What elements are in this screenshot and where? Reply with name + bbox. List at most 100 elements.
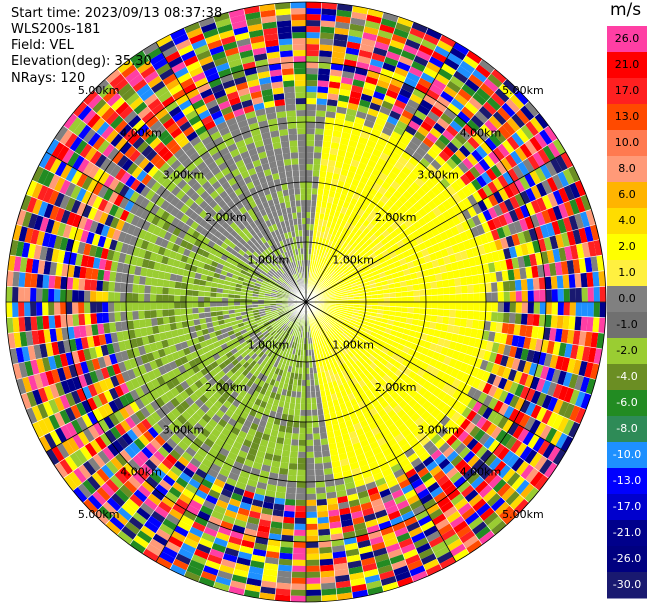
velocity-gate (108, 387, 119, 401)
velocity-gate (371, 148, 383, 158)
velocity-gate (534, 421, 547, 437)
velocity-gate (421, 269, 430, 278)
velocity-gate (222, 514, 236, 525)
velocity-gate (155, 386, 166, 397)
velocity-gate (328, 87, 340, 95)
velocity-gate (488, 351, 498, 364)
velocity-gate (534, 364, 544, 378)
velocity-gate (294, 367, 300, 374)
velocity-gate (146, 352, 155, 363)
velocity-gate (596, 332, 605, 349)
velocity-gate (324, 283, 331, 288)
velocity-gate (526, 313, 534, 326)
velocity-gate (186, 308, 193, 315)
velocity-gate (457, 502, 473, 516)
velocity-gate (277, 336, 284, 343)
velocity-gate (330, 355, 336, 363)
velocity-gate (273, 333, 280, 340)
velocity-gate (313, 310, 318, 316)
velocity-gate (84, 313, 92, 326)
velocity-gate (163, 323, 171, 332)
velocity-gate (347, 246, 355, 253)
velocity-gate (320, 287, 327, 293)
velocity-gate (502, 79, 519, 95)
velocity-gate (366, 455, 377, 465)
velocity-gate (455, 309, 462, 319)
velocity-gate (454, 342, 463, 353)
velocity-gate (388, 283, 395, 289)
velocity-gate (313, 146, 323, 153)
velocity-gate (114, 422, 127, 436)
velocity-gate (342, 299, 348, 302)
velocity-gate (418, 313, 426, 321)
velocity-gate (93, 381, 104, 395)
velocity-gate (322, 279, 328, 285)
velocity-gate (572, 229, 582, 245)
velocity-gate (335, 268, 342, 274)
velocity-gate (171, 243, 180, 253)
velocity-gate (456, 381, 467, 392)
velocity-gate (317, 225, 323, 232)
velocity-gate (169, 322, 177, 331)
velocity-gate (77, 464, 92, 480)
velocity-gate (364, 269, 372, 276)
velocity-gate (144, 302, 151, 311)
velocity-gate (457, 88, 473, 102)
velocity-gate (419, 302, 426, 309)
velocity-gate (143, 520, 159, 534)
velocity-gate (365, 14, 383, 24)
velocity-gate (288, 328, 293, 335)
velocity-gate (578, 257, 587, 274)
velocity-gate (170, 407, 182, 419)
velocity-gate (56, 222, 67, 237)
velocity-gate (320, 582, 337, 590)
velocity-gate (136, 530, 153, 544)
velocity-gate (191, 554, 208, 566)
velocity-gate (435, 518, 450, 531)
velocity-gate (96, 280, 104, 292)
velocity-gate (180, 295, 187, 302)
velocity-gate (383, 499, 397, 510)
velocity-gate (568, 165, 581, 183)
velocity-gate (435, 322, 443, 331)
ray-separator (72, 301, 307, 492)
velocity-gate (373, 260, 381, 267)
velocity-gate (401, 302, 408, 308)
velocity-gate (226, 503, 240, 514)
velocity-gate (316, 329, 321, 336)
velocity-gate (204, 302, 211, 308)
velocity-gate (390, 180, 401, 191)
velocity-gate (314, 323, 319, 330)
velocity-gate (70, 404, 82, 420)
velocity-gate (72, 376, 82, 391)
velocity-gate (581, 242, 591, 258)
velocity-gate (550, 314, 558, 329)
velocity-gate (450, 153, 463, 166)
velocity-gate (323, 467, 334, 475)
velocity-gate (347, 351, 355, 358)
velocity-gate (357, 539, 372, 549)
velocity-gate (335, 330, 342, 336)
velocity-gate (319, 341, 324, 348)
velocity-gate (364, 165, 375, 174)
velocity-gate (263, 321, 270, 326)
velocity-gate (281, 388, 288, 396)
velocity-gate (448, 357, 458, 368)
velocity-gate (137, 248, 147, 259)
velocity-gate (346, 289, 353, 294)
velocity-gate (115, 488, 130, 503)
velocity-gate (352, 516, 365, 525)
velocity-gate (286, 334, 292, 341)
velocity-gate (365, 302, 372, 306)
velocity-gate (54, 381, 66, 397)
velocity-gate (252, 346, 260, 353)
velocity-gate (545, 427, 558, 443)
velocity-gate (566, 358, 576, 374)
velocity-gate (400, 286, 408, 292)
velocity-gate (91, 268, 99, 280)
velocity-gate (319, 328, 324, 335)
velocity-gate (306, 152, 314, 159)
velocity-gate (377, 408, 388, 418)
velocity-gate (514, 206, 525, 221)
velocity-gate (430, 433, 442, 445)
